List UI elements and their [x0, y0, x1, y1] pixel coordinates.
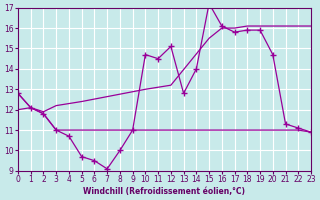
X-axis label: Windchill (Refroidissement éolien,°C): Windchill (Refroidissement éolien,°C): [84, 187, 245, 196]
